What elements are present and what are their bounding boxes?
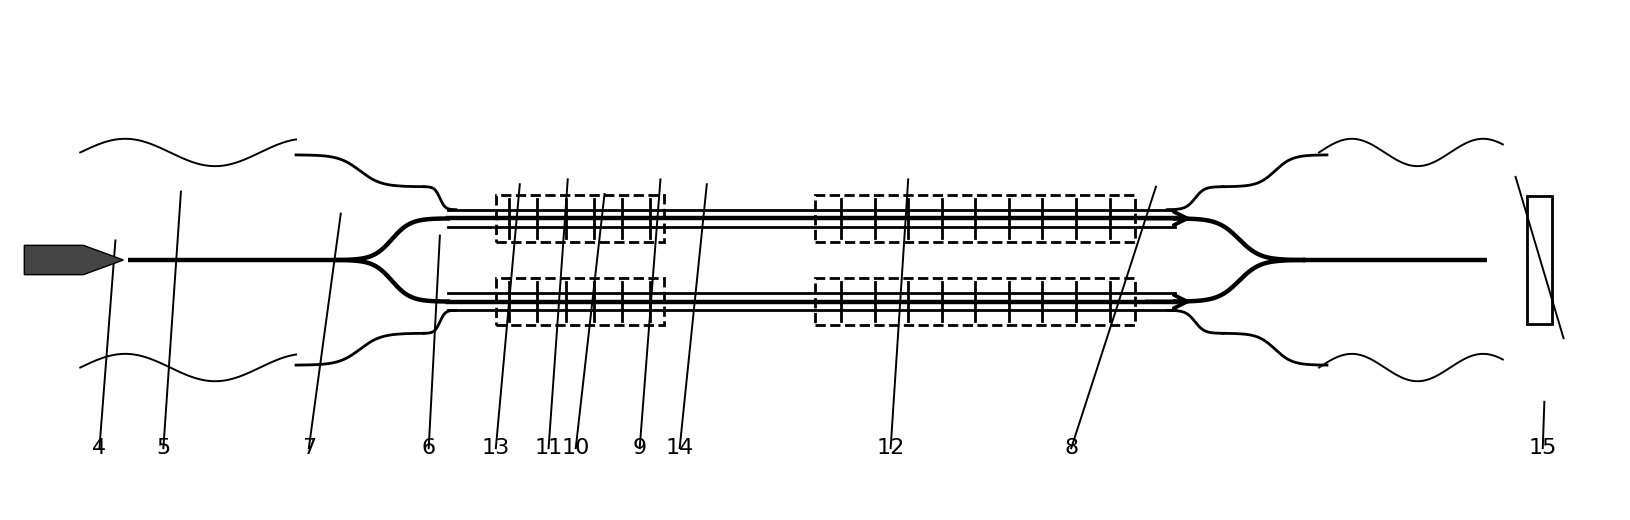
Text: 15: 15	[1527, 438, 1557, 458]
Text: 9: 9	[632, 438, 647, 458]
Text: 11: 11	[535, 438, 562, 458]
FancyArrow shape	[24, 245, 124, 275]
Bar	[496, 195, 663, 242]
Text: 7: 7	[302, 438, 316, 458]
Text: 5: 5	[156, 438, 171, 458]
Text: 8: 8	[1063, 438, 1077, 458]
Bar	[815, 195, 1134, 242]
Bar	[496, 278, 663, 325]
Text: 14: 14	[665, 438, 693, 458]
Text: 4: 4	[93, 438, 106, 458]
Text: 12: 12	[875, 438, 905, 458]
Text: 13: 13	[481, 438, 510, 458]
Bar	[815, 278, 1134, 325]
Bar	[1526, 197, 1552, 323]
Text: 6: 6	[422, 438, 435, 458]
Text: 10: 10	[561, 438, 590, 458]
